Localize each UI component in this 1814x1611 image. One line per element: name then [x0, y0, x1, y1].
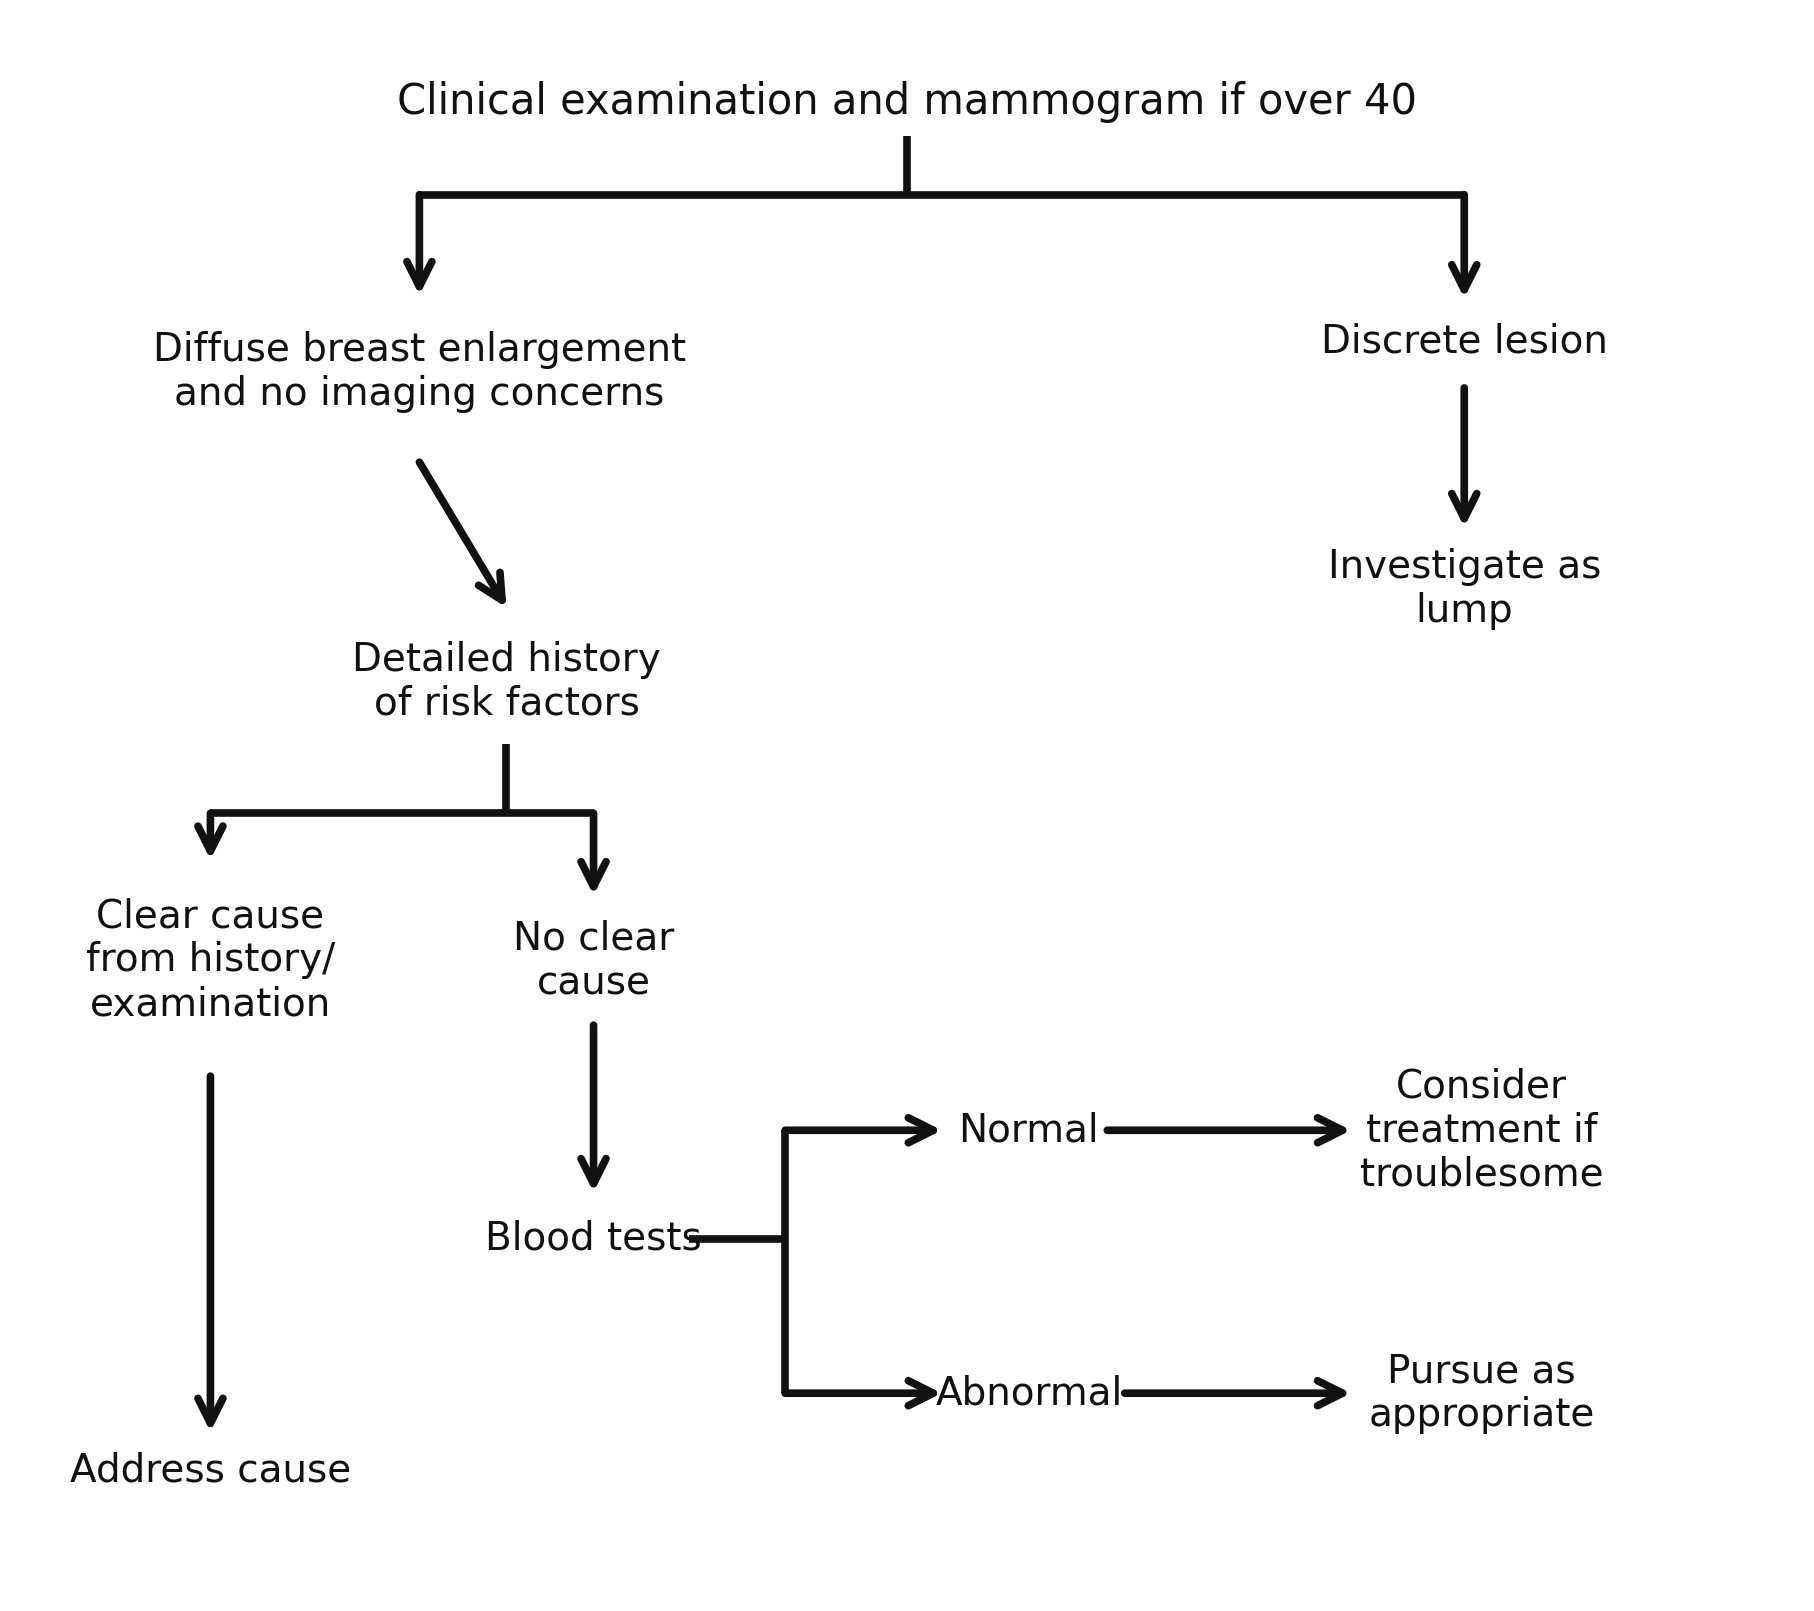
Text: Diffuse breast enlargement
and no imaging concerns: Diffuse breast enlargement and no imagin… — [152, 332, 686, 414]
Text: Consider
treatment if
troublesome: Consider treatment if troublesome — [1360, 1066, 1604, 1194]
Text: Blood tests: Blood tests — [484, 1220, 702, 1258]
Text: Abnormal: Abnormal — [936, 1374, 1123, 1413]
Text: Investigate as
lump: Investigate as lump — [1328, 548, 1602, 630]
Text: Normal: Normal — [958, 1112, 1099, 1149]
Text: Detailed history
of risk factors: Detailed history of risk factors — [352, 641, 660, 723]
Text: Clear cause
from history/
examination: Clear cause from history/ examination — [85, 897, 336, 1023]
Text: Discrete lesion: Discrete lesion — [1321, 322, 1607, 361]
Text: Pursue as
appropriate: Pursue as appropriate — [1368, 1352, 1595, 1434]
Text: Clinical examination and mammogram if over 40: Clinical examination and mammogram if ov… — [397, 81, 1417, 122]
Text: Address cause: Address cause — [69, 1452, 352, 1490]
Text: No clear
cause: No clear cause — [513, 920, 675, 1000]
